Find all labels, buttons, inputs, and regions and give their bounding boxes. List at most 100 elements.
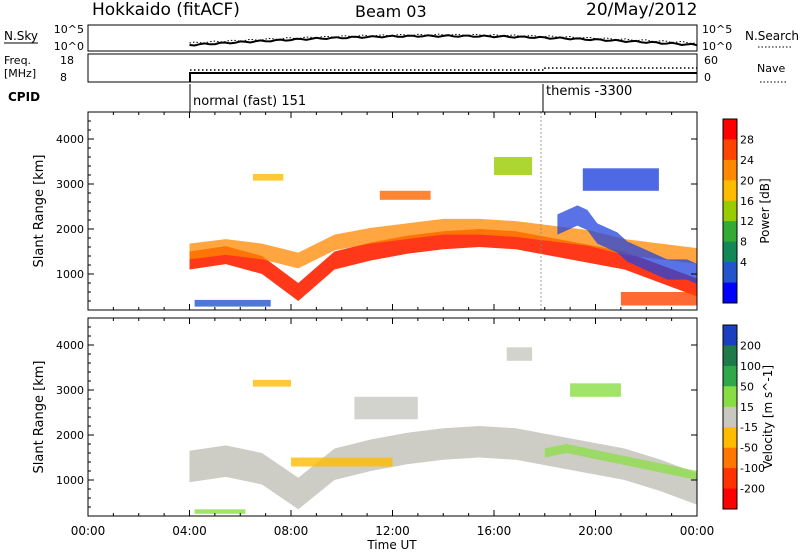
velocity-colorbar-tick-3: 15 <box>740 401 754 414</box>
power-colorbar-swatch-3 <box>723 180 737 202</box>
velocity-ylabel: Slant Range [km] <box>32 361 47 474</box>
power-colorbar-swatch-5 <box>723 221 737 243</box>
velocity-colorbar-tick-7: -200 <box>740 483 765 496</box>
power-patch-4 <box>194 299 271 307</box>
velocity-patch-0 <box>252 379 291 387</box>
velocity-layer-1 <box>544 444 697 480</box>
nave-label: Nave <box>757 62 785 75</box>
velocity-colorbar-frame <box>722 324 738 510</box>
cpid-segment-1: normal (fast) 151 <box>193 94 306 109</box>
time-tick-label-4: 16:00 <box>477 524 512 538</box>
power-x-ticks <box>87 112 698 310</box>
velocity-colorbar-tick-6: -100 <box>740 462 765 475</box>
power-layer-0 <box>189 229 697 301</box>
power-patch-1 <box>379 190 431 200</box>
velocity-colorbar: 200 100 50 15 -15 -50 -100 -200 <box>722 324 765 510</box>
velocity-colorbar-tick-5: -50 <box>740 442 758 455</box>
station-title: Hokkaido (fitACF) <box>92 0 240 20</box>
velocity-patch-1 <box>354 396 418 420</box>
power-colorbar-tick-1: 24 <box>740 154 754 167</box>
cpid-segment-2: themis -3300 <box>546 84 632 99</box>
time-tick-label-1: 04:00 <box>172 524 207 538</box>
freq-tick-top: 18 <box>60 54 74 67</box>
velocity-colorbar-swatch-4 <box>723 406 737 428</box>
nsearch-tick-top: 10^5 <box>702 23 732 36</box>
date-title: 20/May/2012 <box>586 0 698 20</box>
time-tick-label-2: 08:00 <box>274 524 309 538</box>
power-patch-0 <box>252 173 284 181</box>
power-colorbar-label: Power [dB] <box>758 178 772 243</box>
power-colorbar-tick-6: 4 <box>740 256 747 269</box>
velocity-heatmap-data <box>189 347 697 514</box>
velocity-patch-2 <box>506 347 533 361</box>
power-patch-2 <box>494 157 533 175</box>
power-ylabel: Slant Range [km] <box>32 155 47 268</box>
power-colorbar-tick-5: 8 <box>740 236 747 249</box>
nsky-trace <box>189 34 698 47</box>
cpid-label: CPID <box>8 90 40 104</box>
time-tick-label-6: 00:00 <box>680 524 715 538</box>
power-colorbar-swatch-0 <box>723 119 737 140</box>
power-colorbar-tick-2: 20 <box>740 174 754 187</box>
velocity-patch-4 <box>291 457 393 467</box>
power-ytick-label-0: 4000 <box>56 133 84 146</box>
freq-tick-bottom: 8 <box>60 71 67 84</box>
nsky-panel-frame <box>87 24 698 52</box>
velocity-colorbar-tick-0: 200 <box>740 339 761 352</box>
power-ytick-label-2: 2000 <box>56 223 84 236</box>
velocity-y-axis: 4000 3000 2000 1000 <box>56 326 697 508</box>
velocity-ytick-label-1: 3000 <box>56 384 84 397</box>
velocity-patch-3 <box>570 383 621 397</box>
velocity-colorbar-tick-2: 50 <box>740 380 754 393</box>
velocity-ytick-label-2: 2000 <box>56 429 84 442</box>
power-panel-frame <box>87 111 698 311</box>
power-ytick-label-3: 1000 <box>56 268 84 281</box>
velocity-x-ticks <box>87 318 698 516</box>
velocity-colorbar-swatch-6 <box>723 447 737 469</box>
power-colorbar-swatch-7 <box>723 262 737 283</box>
velocity-colorbar-tick-1: 100 <box>740 360 761 373</box>
velocity-colorbar-swatch-8 <box>723 488 737 510</box>
freq-label-2: [MHz] <box>4 67 36 80</box>
velocity-colorbar-swatch-3 <box>723 386 737 408</box>
power-y-axis: 4000 3000 2000 1000 <box>56 120 697 302</box>
nave-tick-bottom: 0 <box>704 71 711 84</box>
power-colorbar-tick-3: 16 <box>740 195 754 208</box>
power-heatmap-data <box>189 157 697 307</box>
power-colorbar-tick-4: 12 <box>740 215 754 228</box>
power-colorbar-swatch-1 <box>723 139 737 161</box>
nsky-tick-bottom: 10^0 <box>54 40 84 53</box>
time-tick-label-3: 12:00 <box>375 524 410 538</box>
nsky-label: N.Sky <box>4 29 38 43</box>
velocity-colorbar-swatch-2 <box>723 365 737 387</box>
freq-panel-frame <box>87 53 698 83</box>
freq-label-1: Freq. <box>4 54 31 67</box>
nsearch-tick-bottom: 10^0 <box>702 40 732 53</box>
nsearch-label: N.Search <box>745 29 799 43</box>
velocity-ytick-label-3: 1000 <box>56 474 84 487</box>
velocity-colorbar-swatch-7 <box>723 468 737 489</box>
velocity-colorbar-swatch-1 <box>723 345 737 367</box>
power-patch-3 <box>582 168 659 191</box>
nsky-tick-top: 10^5 <box>54 23 84 36</box>
freq-trace <box>189 72 697 82</box>
velocity-ytick-label-0: 4000 <box>56 339 84 352</box>
xlabel-time: Time UT <box>366 538 417 552</box>
power-ytick-label-1: 3000 <box>56 178 84 191</box>
power-colorbar-swatch-2 <box>723 159 737 181</box>
power-patch-5 <box>620 292 697 306</box>
power-colorbar: 28 24 20 16 12 8 4 <box>722 118 754 304</box>
velocity-colorbar-swatch-0 <box>723 325 737 346</box>
velocity-colorbar-label: Velocity [m s^-1] <box>761 365 775 469</box>
power-colorbar-frame <box>722 118 738 304</box>
time-axis-labels: 00:00 04:00 08:00 12:00 16:00 20:00 00:00 <box>71 524 715 538</box>
power-colorbar-swatch-6 <box>723 241 737 263</box>
time-tick-label-0: 00:00 <box>71 524 106 538</box>
velocity-layer-0 <box>189 426 697 510</box>
velocity-patch-5 <box>194 509 246 514</box>
power-colorbar-swatch-8 <box>723 282 737 304</box>
beam-title: Beam 03 <box>355 2 427 21</box>
nave-tick-top: 60 <box>704 54 718 67</box>
power-colorbar-tick-0: 28 <box>740 133 754 146</box>
